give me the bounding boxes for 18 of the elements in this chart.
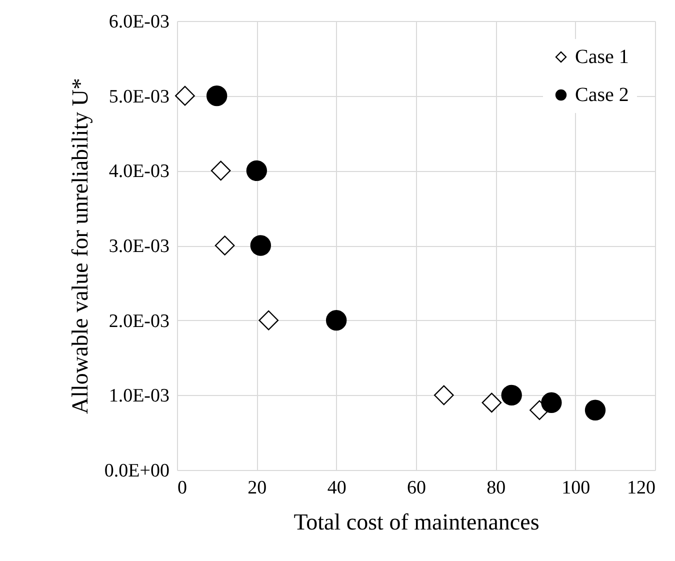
y-tick-label: 5.0E-03 [108,86,170,108]
y-axis-title: Allowable value for unreliability U* [67,78,92,414]
y-tick-label: 2.0E-03 [108,310,170,332]
x-tick-label: 20 [248,478,267,498]
x-tick-label: 120 [627,478,656,498]
legend-label: Case 1 [575,46,629,68]
y-tick-label: 4.0E-03 [108,161,170,182]
y-tick-label: 0.0E+00 [104,460,170,482]
y-tick-label: 6.0E-03 [108,12,170,32]
y-tick-label: 1.0E-03 [108,386,170,407]
legend-label: Case 2 [575,84,629,106]
x-tick-label: 40 [327,478,346,498]
x-axis-title: Total cost of maintenances [294,510,540,534]
x-tick-label: 80 [486,478,506,498]
y-tick-label: 3.0E-03 [108,236,170,257]
x-tick-label: 0 [178,478,187,498]
x-tick-label: 60 [407,478,426,498]
x-tick-label: 100 [562,478,590,498]
